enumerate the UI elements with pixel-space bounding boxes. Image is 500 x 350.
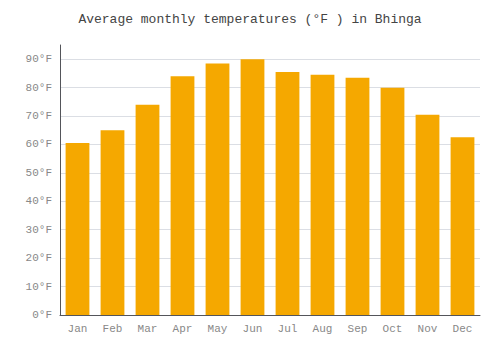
svg-text:Nov: Nov [418, 323, 438, 335]
svg-text:20°F: 20°F [26, 252, 52, 264]
svg-text:30°F: 30°F [26, 224, 52, 236]
svg-text:Average monthly temperatures (: Average monthly temperatures (°F ) in Bh… [78, 12, 421, 27]
svg-text:80°F: 80°F [26, 82, 52, 94]
svg-text:May: May [208, 323, 228, 335]
svg-text:Feb: Feb [103, 323, 123, 335]
svg-text:Jul: Jul [278, 323, 298, 335]
svg-text:60°F: 60°F [26, 138, 52, 150]
svg-text:Apr: Apr [173, 323, 193, 335]
svg-text:50°F: 50°F [26, 167, 52, 179]
svg-text:Sep: Sep [348, 323, 368, 335]
svg-text:Jun: Jun [243, 323, 263, 335]
svg-text:0°F: 0°F [32, 309, 52, 321]
svg-text:70°F: 70°F [26, 110, 52, 122]
svg-text:Mar: Mar [138, 323, 158, 335]
svg-text:90°F: 90°F [26, 53, 52, 65]
svg-text:Oct: Oct [383, 323, 403, 335]
svg-text:10°F: 10°F [26, 281, 52, 293]
svg-text:Jan: Jan [68, 323, 88, 335]
svg-text:40°F: 40°F [26, 195, 52, 207]
svg-text:Aug: Aug [313, 323, 333, 335]
svg-text:Dec: Dec [453, 323, 473, 335]
